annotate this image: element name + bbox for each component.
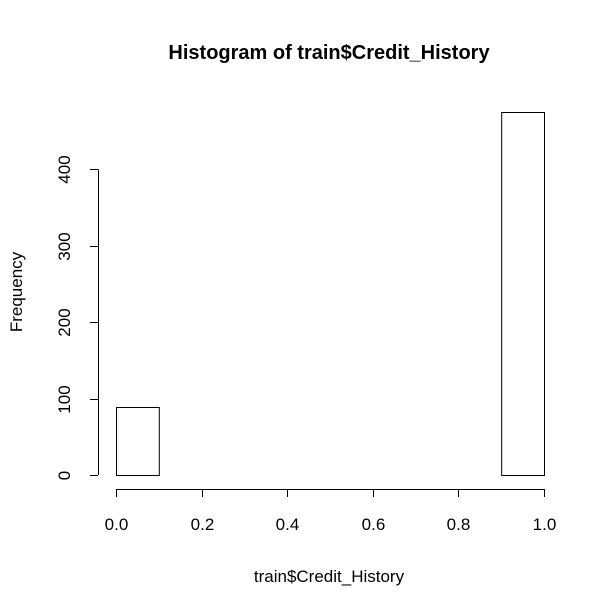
y-tick-label: 100 — [55, 385, 74, 413]
x-tick-label: 0.6 — [362, 515, 386, 534]
x-tick-label: 0.4 — [276, 515, 300, 534]
histogram-bar — [116, 406, 160, 476]
y-tick-label: 300 — [55, 232, 74, 260]
y-tick-label: 400 — [55, 155, 74, 183]
x-axis-ticks: 0.0 0.2 0.4 0.6 0.8 1.0 — [105, 489, 557, 534]
y-tick-label: 0 — [55, 471, 74, 480]
x-axis-label: train$Credit_History — [254, 567, 405, 586]
y-axis-ticks: 0 100 200 300 400 — [55, 155, 98, 480]
y-tick-label: 200 — [55, 308, 74, 336]
x-tick-label: 0.8 — [447, 515, 471, 534]
x-tick-label: 1.0 — [533, 515, 557, 534]
x-tick-label: 0.2 — [191, 515, 215, 534]
y-axis-label: Frequency — [7, 251, 26, 332]
x-tick-label: 0.0 — [105, 515, 129, 534]
bars-group — [116, 112, 546, 476]
histogram-bar — [501, 112, 546, 476]
chart-title: Histogram of train$Credit_History — [168, 42, 490, 64]
